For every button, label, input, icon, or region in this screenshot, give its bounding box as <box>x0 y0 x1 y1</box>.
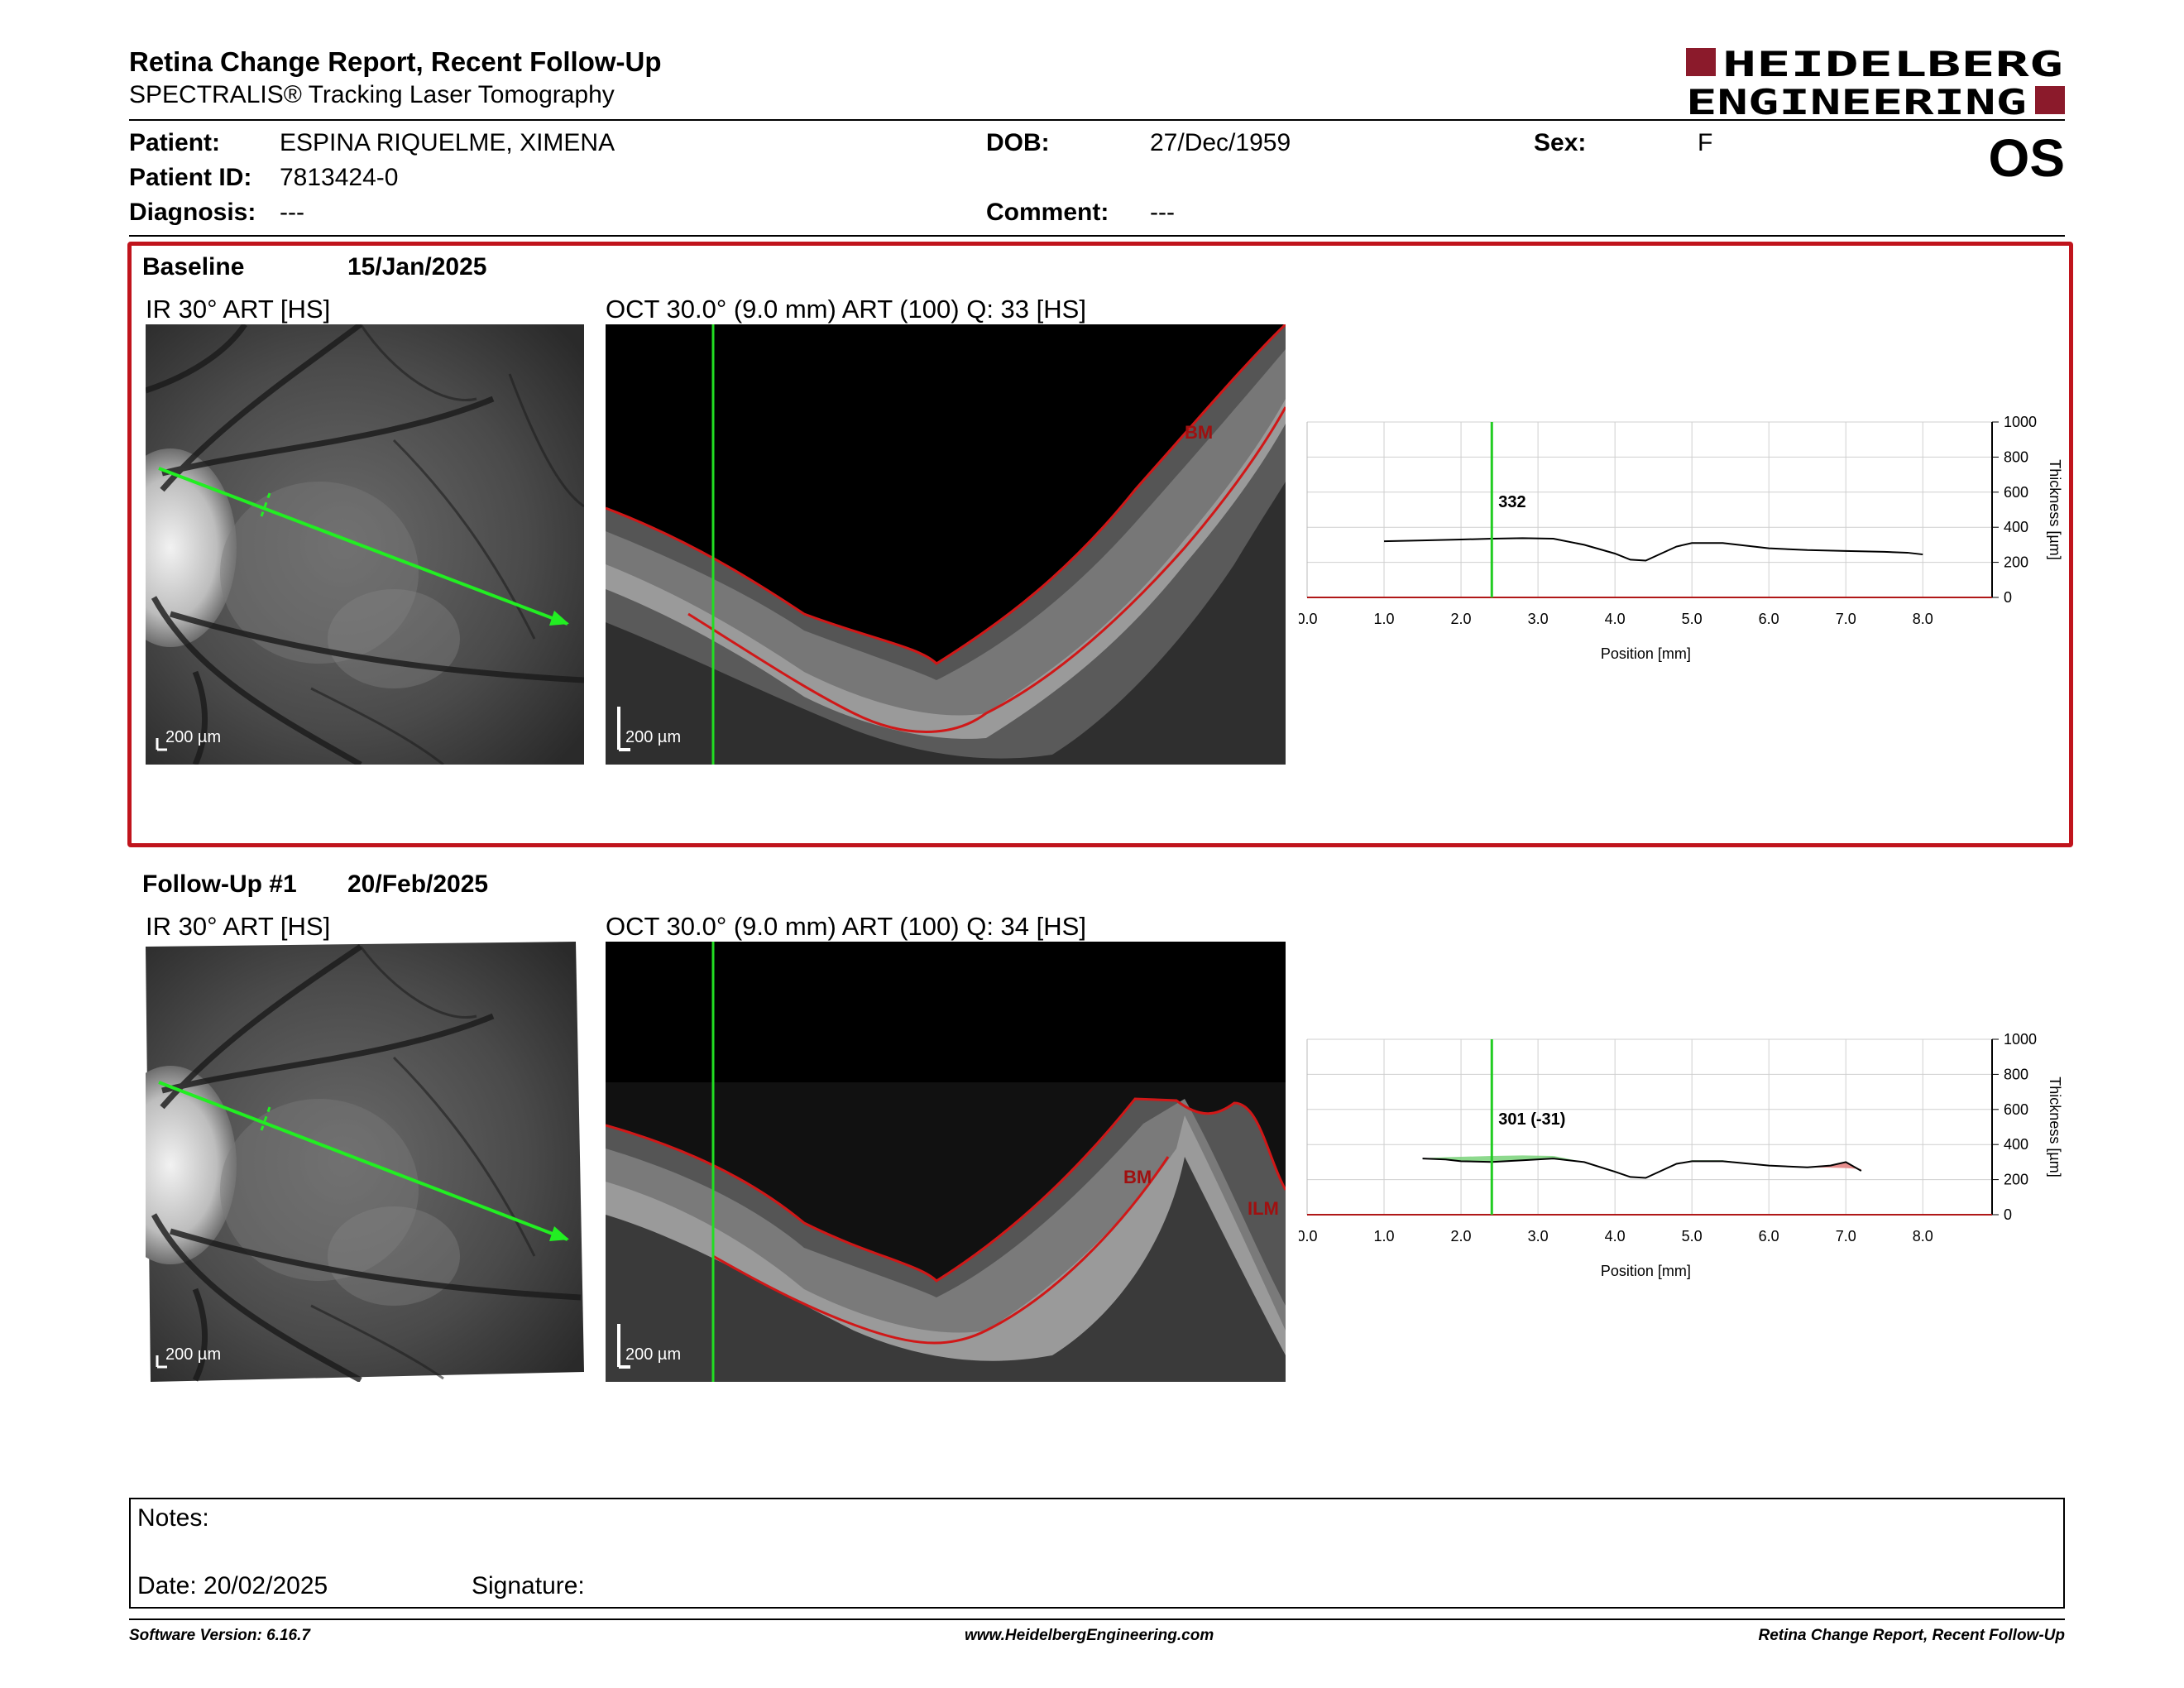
baseline-chart-svg: 0.0 1.0 2.0 3.0 4.0 5.0 6.0 7.0 8.0 0 200 400 600 800… <box>1296 414 2063 662</box>
followup-ir-scale: 200 µm <box>165 1345 222 1364</box>
heidelberg-logo: HEIDELBERG ENGINEERING <box>1686 44 2067 122</box>
followup-oct-title: OCT 30.0° (9.0 mm) ART (100) Q: 34 [HS] <box>606 912 1086 941</box>
followup-thickness-chart: 0.0 1.0 2.0 3.0 4.0 5.0 6.0 7.0 8.0 0 200 400 600 800… <box>1296 1031 2093 1312</box>
baseline-oct-bscan-image: BM 200 µm <box>606 324 1286 765</box>
notes-box[interactable]: Notes: Date: 20/02/2025 Signature: <box>129 1498 2065 1609</box>
y-tick-label: 1000 <box>2004 414 2037 430</box>
y-tick-label: 1000 <box>2004 1031 2037 1048</box>
followup-ir-fundus-image: 200 µm <box>146 942 584 1382</box>
followup-ir-title: IR 30° ART [HS] <box>146 912 331 941</box>
baseline-ir-fundus-image: 200 µm <box>146 324 584 765</box>
followup-oct-bscan-image: BM ILM 200 µm <box>606 942 1286 1382</box>
info-divider <box>129 235 2065 237</box>
logo-text-top: HEIDELBERG <box>1722 46 2063 84</box>
y-tick-label: 0 <box>2004 1206 2012 1223</box>
header-divider <box>129 119 2065 121</box>
x-tick-label: 8.0 <box>1913 611 1933 627</box>
y-tick-label: 800 <box>2004 1066 2028 1082</box>
x-tick-label: 1.0 <box>1374 611 1395 627</box>
baseline-oct-title: OCT 30.0° (9.0 mm) ART (100) Q: 33 [HS] <box>606 295 1086 324</box>
footer-divider <box>129 1618 2065 1620</box>
sex-label: Sex: <box>1534 129 1587 156</box>
thickness-line <box>1422 1158 1862 1179</box>
y-tick-label: 400 <box>2004 519 2028 535</box>
y-tick-label: 200 <box>2004 1172 2028 1188</box>
baseline-label: Baseline <box>142 253 245 281</box>
x-tick-label: 6.0 <box>1759 1228 1779 1244</box>
baseline-date: 15/Jan/2025 <box>347 253 487 281</box>
y-axis-label: Thickness [µm] <box>2047 1077 2063 1177</box>
diagnosis-label: Diagnosis: <box>129 199 256 226</box>
x-tick-label: 4.0 <box>1605 1228 1626 1244</box>
comment-label: Comment: <box>986 199 1109 226</box>
y-tick-label: 600 <box>2004 484 2028 501</box>
followup-oct-scale: 200 µm <box>625 1345 682 1364</box>
patient-id-label: Patient ID: <box>129 164 252 191</box>
x-tick-label: 7.0 <box>1836 1228 1856 1244</box>
baseline-ir-scale: 200 µm <box>165 728 222 746</box>
footer-report-name: Retina Change Report, Recent Follow-Up <box>1758 1627 2065 1644</box>
x-tick-label: 0.0 <box>1299 1228 1318 1244</box>
baseline-bm-label: BM <box>1185 422 1214 443</box>
report-subtitle: SPECTRALIS® Tracking Laser Tomography <box>129 81 615 108</box>
logo-text-bottom: ENGINEERING <box>1686 82 2027 116</box>
sex-value: F <box>1698 129 1713 156</box>
notes-date: Date: 20/02/2025 <box>137 1572 328 1599</box>
dob-value: 27/Dec/1959 <box>1150 129 1291 156</box>
report-title: Retina Change Report, Recent Follow-Up <box>129 46 662 77</box>
y-tick-label: 600 <box>2004 1101 2028 1118</box>
x-tick-label: 5.0 <box>1682 1228 1703 1244</box>
eye-label: OS <box>1988 128 2065 188</box>
logo-square-top <box>1686 48 1716 76</box>
x-tick-label: 1.0 <box>1374 1228 1395 1244</box>
x-tick-label: 6.0 <box>1759 611 1779 627</box>
x-tick-label: 2.0 <box>1451 611 1472 627</box>
notes-label: Notes: <box>137 1504 209 1532</box>
change-area-segment <box>1461 1155 1492 1163</box>
x-tick-label: 2.0 <box>1451 1228 1472 1244</box>
baseline-highlight-box <box>127 242 2073 847</box>
x-tick-label: 5.0 <box>1682 611 1703 627</box>
y-tick-label: 200 <box>2004 554 2028 571</box>
patient-id: 7813424-0 <box>280 164 399 191</box>
signature-label: Signature: <box>472 1572 585 1599</box>
patient-label: Patient: <box>129 129 221 156</box>
x-tick-label: 3.0 <box>1528 1228 1549 1244</box>
followup-chart-svg: 0.0 1.0 2.0 3.0 4.0 5.0 6.0 7.0 8.0 0 200 400 600 800… <box>1296 1031 2063 1279</box>
y-axis-label: Thickness [µm] <box>2047 459 2063 559</box>
followup-bm-label: BM <box>1123 1167 1152 1187</box>
y-tick-label: 400 <box>2004 1136 2028 1153</box>
x-axis-label: Position [mm] <box>1601 645 1691 662</box>
diagnosis-value: --- <box>280 199 304 226</box>
baseline-thickness-chart: 0.0 1.0 2.0 3.0 4.0 5.0 6.0 7.0 8.0 0 200 400 600 800… <box>1296 414 2093 695</box>
cursor-value-label: 332 <box>1498 493 1525 511</box>
dob-label: DOB: <box>986 129 1050 156</box>
footer-software-version: Software Version: 6.16.7 <box>129 1627 310 1644</box>
followup-ilm-label: ILM <box>1248 1198 1279 1219</box>
cursor-value-label: 301 (-31) <box>1498 1110 1565 1129</box>
followup-date: 20/Feb/2025 <box>347 870 489 898</box>
x-tick-label: 3.0 <box>1528 611 1549 627</box>
baseline-oct-scale: 200 µm <box>625 728 682 746</box>
logo-square-bottom <box>2035 86 2065 114</box>
x-tick-label: 7.0 <box>1836 611 1856 627</box>
comment-value: --- <box>1150 199 1175 226</box>
x-axis-label: Position [mm] <box>1601 1263 1691 1279</box>
patient-name: ESPINA RIQUELME, XIMENA <box>280 129 615 156</box>
footer-website: www.HeidelbergEngineering.com <box>965 1627 1214 1644</box>
x-tick-label: 8.0 <box>1913 1228 1933 1244</box>
x-tick-label: 0.0 <box>1299 611 1318 627</box>
followup-label: Follow-Up #1 <box>142 870 297 898</box>
thickness-line <box>1384 537 1923 562</box>
x-tick-label: 4.0 <box>1605 611 1626 627</box>
y-tick-label: 800 <box>2004 448 2028 465</box>
baseline-ir-title: IR 30° ART [HS] <box>146 295 331 324</box>
y-tick-label: 0 <box>2004 589 2012 606</box>
